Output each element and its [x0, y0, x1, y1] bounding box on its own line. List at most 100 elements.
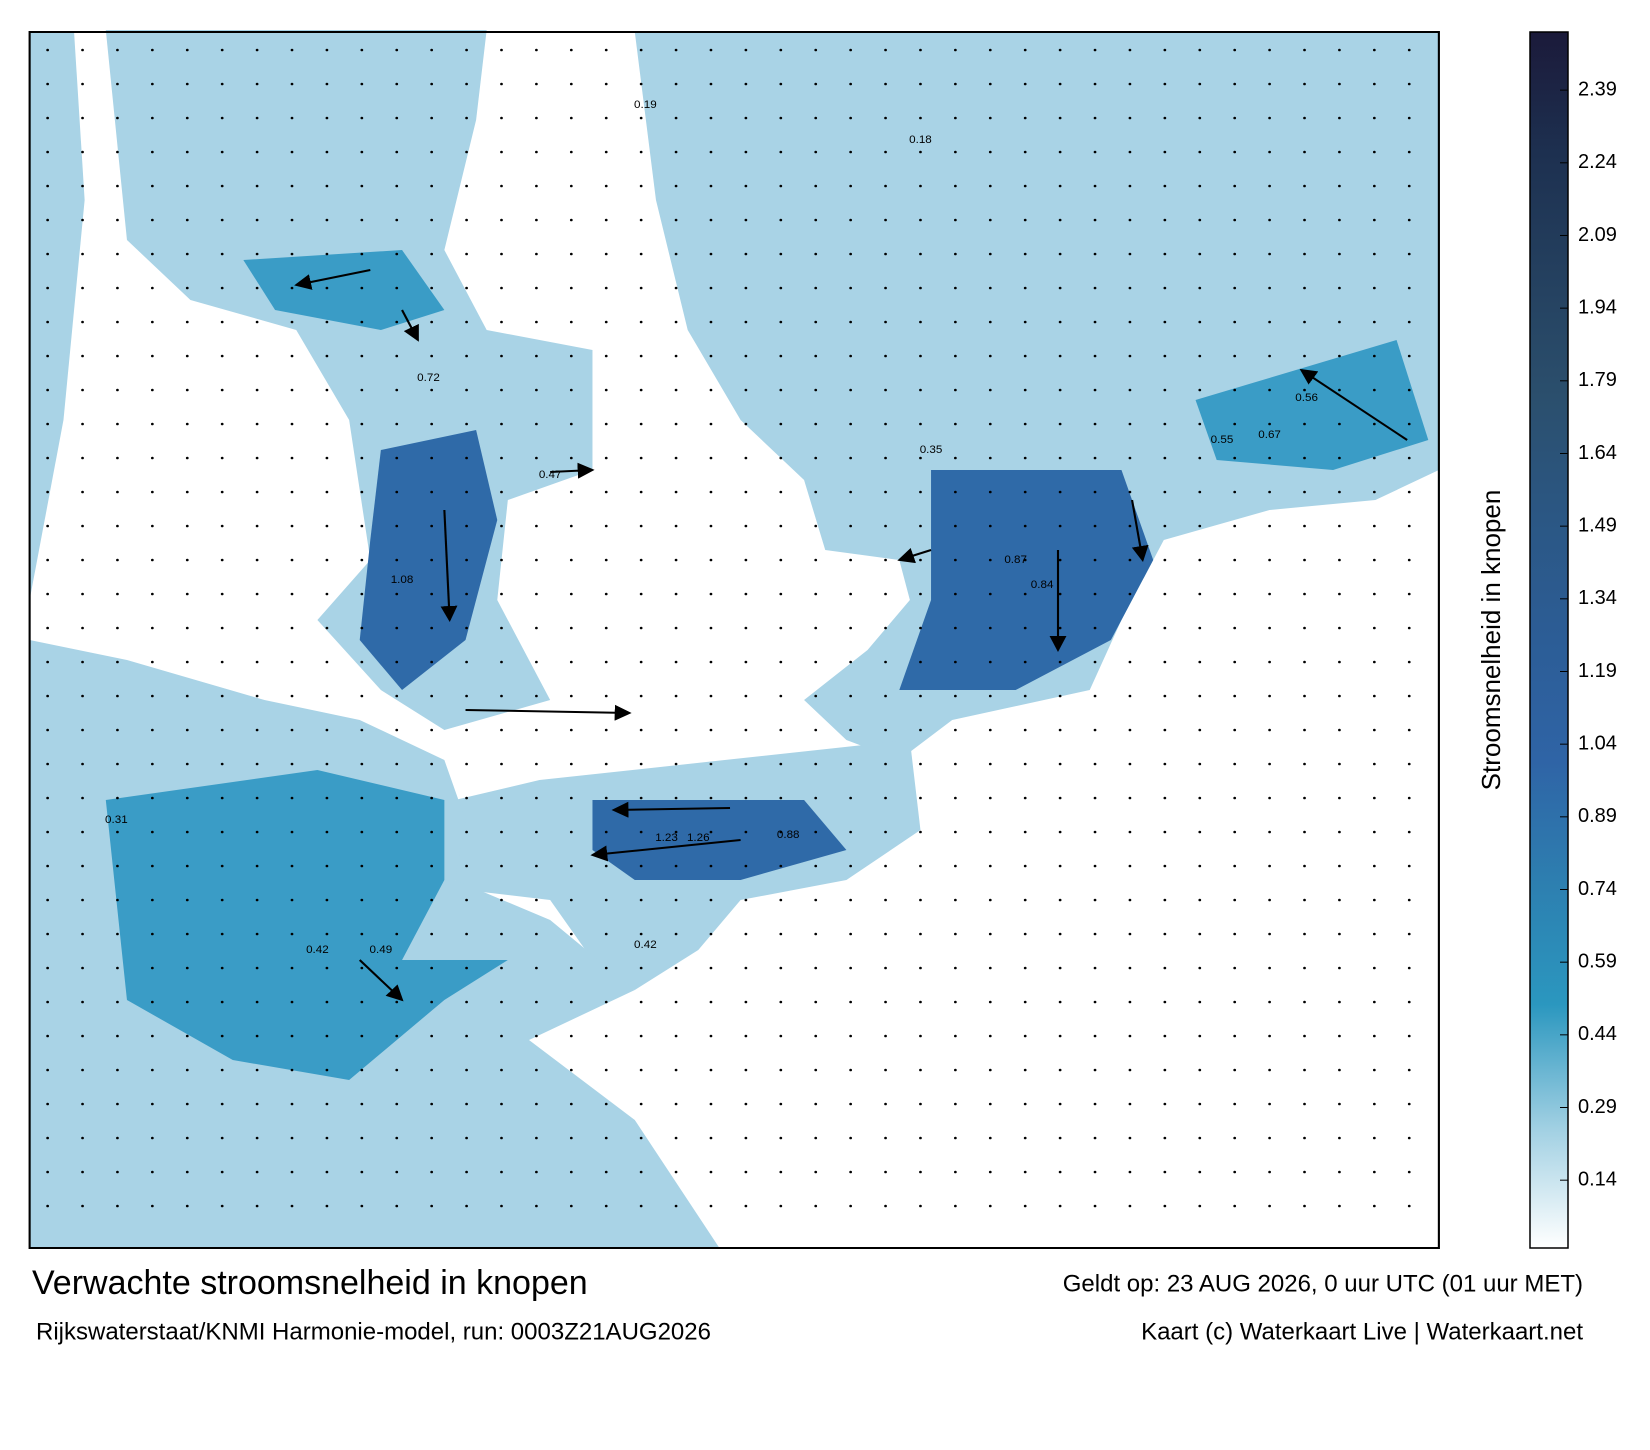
dot [535, 422, 538, 426]
dot [1128, 354, 1132, 358]
dot [465, 456, 468, 460]
dot [116, 1000, 119, 1004]
dot [604, 898, 608, 902]
dot [185, 898, 189, 902]
dot [1338, 1068, 1341, 1072]
dot [395, 82, 399, 86]
dot [360, 456, 364, 460]
dot [849, 1170, 853, 1174]
dot [1023, 320, 1027, 324]
dot [500, 830, 503, 834]
dot [1023, 218, 1027, 222]
dot [185, 1204, 189, 1208]
speed-label: 0.31 [105, 814, 128, 826]
dot [430, 830, 434, 834]
dot [46, 1204, 49, 1208]
dot [150, 966, 154, 970]
title: Verwachte stroomsnelheid in knopen [32, 1264, 588, 1302]
dot [116, 830, 119, 834]
dot [604, 354, 608, 358]
dot [709, 388, 713, 392]
dot [150, 48, 154, 52]
dot [116, 1068, 119, 1072]
dot [639, 762, 643, 766]
dot [395, 830, 399, 834]
dot [744, 728, 748, 732]
dot [185, 388, 189, 392]
dot [744, 184, 748, 188]
dot [395, 388, 399, 392]
dot [1407, 48, 1411, 52]
dot [116, 490, 119, 494]
dot [849, 864, 853, 868]
dot [849, 796, 853, 800]
dot [325, 388, 329, 392]
dot [150, 830, 154, 834]
dot [1128, 116, 1132, 120]
dot [1128, 898, 1132, 902]
dot [884, 1000, 887, 1004]
dot [1372, 524, 1376, 528]
dot [1338, 524, 1341, 528]
dot [988, 524, 992, 528]
dot [116, 524, 119, 528]
dot [1303, 626, 1306, 630]
dot [150, 82, 154, 86]
dot [150, 184, 154, 188]
dot [1338, 422, 1341, 426]
dot [1407, 524, 1411, 528]
dot [604, 184, 608, 188]
dot [1023, 252, 1027, 256]
dot [1023, 354, 1027, 358]
dot [1163, 252, 1167, 256]
dot [360, 286, 364, 290]
speed-label: 0.87 [1004, 554, 1027, 566]
dot [884, 1068, 887, 1072]
dot [1268, 728, 1271, 732]
dot [360, 626, 364, 630]
dot [325, 354, 329, 358]
dot [1268, 1102, 1271, 1106]
dot [150, 1136, 154, 1140]
dot [220, 48, 224, 52]
dot [395, 1204, 399, 1208]
dot [360, 48, 364, 52]
dot [919, 966, 922, 970]
dot [290, 762, 294, 766]
dot [1058, 150, 1062, 154]
dot [1372, 728, 1376, 732]
dot [849, 592, 853, 596]
dot [569, 626, 573, 630]
dot [639, 728, 643, 732]
dot [430, 966, 434, 970]
dot [674, 830, 678, 834]
dot [569, 830, 573, 834]
dot [1093, 592, 1097, 596]
dot [185, 830, 189, 834]
dot [1023, 762, 1027, 766]
dot [430, 422, 434, 426]
dot [814, 796, 818, 800]
dot [604, 796, 608, 800]
dot [150, 388, 154, 392]
dot [639, 490, 643, 494]
dot [1023, 694, 1027, 698]
dot [395, 932, 399, 936]
dot [1163, 48, 1167, 52]
dot [1023, 932, 1027, 936]
dot [849, 558, 853, 562]
dot [360, 592, 364, 596]
dot [1303, 184, 1306, 188]
dot [814, 456, 818, 460]
dot [81, 218, 84, 222]
dot [779, 830, 783, 834]
dot [1268, 320, 1271, 324]
dot [919, 82, 922, 86]
dot [884, 252, 887, 256]
dot [1303, 1000, 1306, 1004]
dot [290, 932, 294, 936]
dot [744, 1034, 748, 1038]
dot [569, 456, 573, 460]
dot [220, 1170, 224, 1174]
dot [535, 286, 538, 290]
